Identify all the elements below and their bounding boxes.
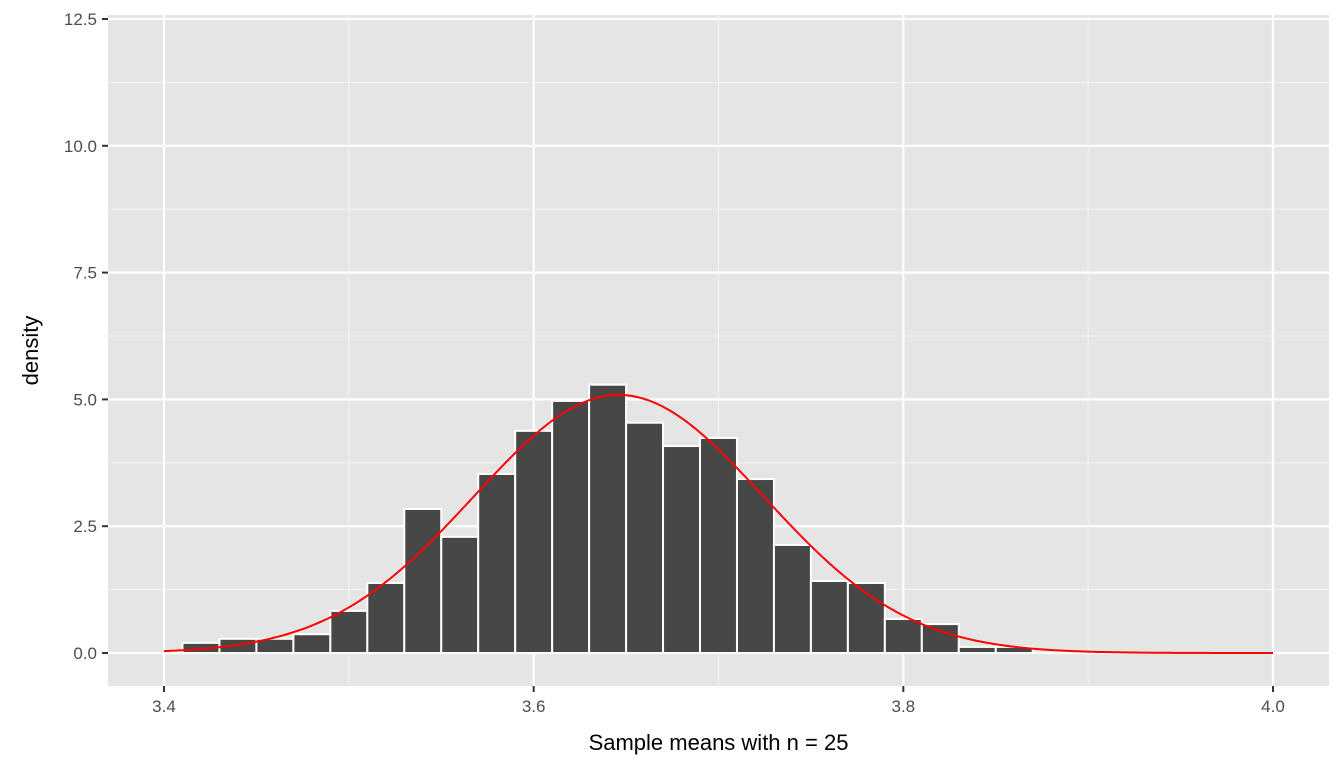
- normal-density-curve: [163, 393, 1273, 654]
- x-tick-label: 3.6: [522, 697, 546, 716]
- histogram-bar: [957, 645, 997, 654]
- histogram-bar: [477, 472, 517, 654]
- histogram-bar: [662, 445, 702, 655]
- histogram-bar: [846, 582, 886, 655]
- x-axis-title: Sample means with n = 25: [589, 730, 849, 755]
- x-tick-label: 3.8: [892, 697, 916, 716]
- histogram-bars: [181, 383, 1034, 655]
- histogram-bar: [625, 421, 665, 654]
- y-axis-title: density: [18, 316, 43, 386]
- histogram-bar: [809, 579, 849, 654]
- x-axis: 3.4 3.6 3.8 4.0: [152, 686, 1285, 716]
- histogram-bar: [292, 633, 332, 654]
- y-tick-label: 10.0: [64, 137, 97, 156]
- y-tick-label: 2.5: [73, 517, 97, 536]
- x-tick-label: 3.4: [152, 697, 176, 716]
- histogram-bar: [551, 399, 591, 654]
- histogram-bar: [883, 618, 923, 654]
- histogram-bar: [699, 436, 738, 654]
- histogram-bar: [440, 535, 480, 654]
- histogram-bar: [920, 623, 960, 654]
- histogram-bar: [366, 582, 406, 655]
- y-axis: 0.0 2.5 5.0 7.5 10.0 12.5: [64, 10, 108, 663]
- histogram-bar: [772, 543, 812, 654]
- histogram-bar: [735, 478, 775, 654]
- histogram-bar: [588, 383, 628, 654]
- y-tick-label: 5.0: [73, 390, 97, 409]
- y-tick-label: 7.5: [73, 264, 97, 283]
- histogram-bar: [329, 609, 369, 655]
- histogram-bar: [514, 429, 554, 654]
- y-tick-label: 12.5: [64, 10, 97, 29]
- histogram-bar: [403, 507, 443, 654]
- y-tick-label: 0.0: [73, 644, 97, 663]
- x-tick-label: 4.0: [1261, 697, 1285, 716]
